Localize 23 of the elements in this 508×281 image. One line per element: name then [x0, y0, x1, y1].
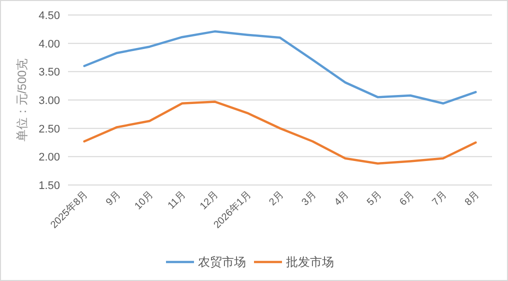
y-tick-label: 2.00 — [38, 152, 60, 164]
y-tick-label: 4.50 — [38, 10, 60, 22]
x-tick-label: 7月 — [430, 189, 450, 208]
x-tick-label: 3月 — [300, 189, 319, 208]
x-tick-label: 10月 — [132, 189, 156, 212]
x-tick-label: 12月 — [198, 189, 221, 212]
y-tick-label: 4.00 — [38, 38, 60, 50]
legend-label: 农贸市场 — [198, 255, 246, 269]
legend-label: 批发市场 — [286, 255, 334, 269]
y-tick-label: 3.00 — [38, 95, 60, 107]
line-series — [83, 100, 477, 165]
x-tick-label: 6月 — [398, 189, 417, 208]
x-tick-label: 8月 — [463, 189, 482, 208]
x-tick-label: 2月 — [267, 189, 286, 208]
x-tick-label: 11月 — [166, 189, 188, 212]
line-series — [83, 30, 477, 105]
y-tick-label: 1.50 — [38, 180, 60, 192]
x-tick-label: 5月 — [365, 189, 384, 208]
x-tick-label: 9月 — [104, 189, 124, 208]
y-tick-label: 3.50 — [38, 66, 60, 79]
y-tick-label: 2.50 — [38, 123, 60, 136]
x-tick-label: 4月 — [332, 189, 352, 208]
y-axis-title: 单位：元/500克 — [15, 58, 29, 142]
